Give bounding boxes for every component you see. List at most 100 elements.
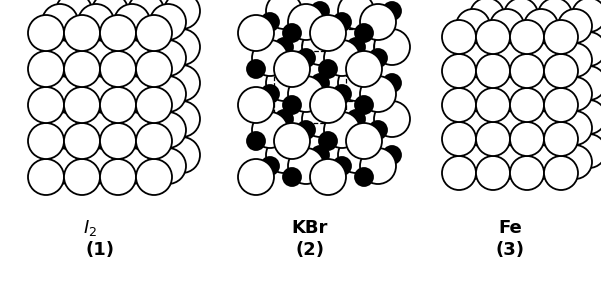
Circle shape	[442, 54, 476, 88]
Circle shape	[136, 87, 172, 123]
Circle shape	[544, 54, 578, 88]
Circle shape	[558, 9, 592, 43]
Circle shape	[456, 9, 490, 43]
Circle shape	[510, 54, 544, 88]
Circle shape	[544, 88, 578, 122]
Circle shape	[510, 122, 544, 156]
Circle shape	[114, 112, 150, 148]
Circle shape	[470, 134, 504, 168]
Circle shape	[150, 76, 186, 112]
Circle shape	[333, 13, 351, 31]
Circle shape	[64, 123, 100, 159]
Circle shape	[456, 77, 490, 111]
Circle shape	[247, 60, 265, 78]
Circle shape	[490, 43, 524, 77]
Circle shape	[28, 159, 64, 195]
Text: KBr: KBr	[292, 219, 328, 237]
Circle shape	[355, 168, 373, 186]
Circle shape	[490, 77, 524, 111]
Circle shape	[64, 159, 100, 195]
Circle shape	[558, 111, 592, 145]
Circle shape	[56, 29, 92, 65]
Circle shape	[100, 159, 136, 195]
Circle shape	[128, 101, 164, 137]
Text: (2): (2)	[296, 241, 325, 259]
Circle shape	[128, 0, 164, 29]
Circle shape	[333, 85, 351, 103]
Circle shape	[538, 134, 572, 168]
Circle shape	[283, 168, 301, 186]
Circle shape	[28, 123, 64, 159]
Circle shape	[383, 2, 401, 20]
Circle shape	[64, 51, 100, 87]
Circle shape	[442, 156, 476, 190]
Text: $I_2$: $I_2$	[83, 218, 97, 238]
Circle shape	[338, 137, 374, 173]
Circle shape	[310, 159, 346, 195]
Circle shape	[288, 4, 324, 40]
Circle shape	[476, 88, 510, 122]
Circle shape	[490, 145, 524, 179]
Circle shape	[150, 148, 186, 184]
Circle shape	[544, 122, 578, 156]
Circle shape	[346, 51, 382, 87]
Circle shape	[42, 4, 78, 40]
Circle shape	[360, 148, 396, 184]
Circle shape	[136, 123, 172, 159]
Text: (1): (1)	[85, 241, 115, 259]
Circle shape	[136, 51, 172, 87]
Circle shape	[100, 123, 136, 159]
Circle shape	[150, 40, 186, 76]
Circle shape	[319, 132, 337, 150]
Circle shape	[274, 123, 310, 159]
Bar	[476, 54, 544, 122]
Circle shape	[78, 148, 114, 184]
Circle shape	[504, 32, 538, 66]
Circle shape	[114, 4, 150, 40]
Circle shape	[504, 66, 538, 100]
Circle shape	[476, 20, 510, 54]
Circle shape	[538, 0, 572, 32]
Circle shape	[470, 32, 504, 66]
Circle shape	[544, 20, 578, 54]
Circle shape	[538, 100, 572, 134]
Circle shape	[311, 146, 329, 164]
Circle shape	[456, 43, 490, 77]
Circle shape	[470, 66, 504, 100]
Circle shape	[490, 9, 524, 43]
Circle shape	[456, 111, 490, 145]
Circle shape	[64, 15, 100, 51]
Circle shape	[28, 51, 64, 87]
Circle shape	[311, 74, 329, 92]
Circle shape	[100, 15, 136, 51]
Circle shape	[266, 0, 302, 29]
Circle shape	[524, 145, 558, 179]
Circle shape	[275, 110, 293, 128]
Circle shape	[374, 29, 410, 65]
Circle shape	[572, 134, 601, 168]
Circle shape	[42, 112, 78, 148]
Circle shape	[164, 101, 200, 137]
Circle shape	[504, 0, 538, 32]
Circle shape	[510, 20, 544, 54]
Circle shape	[164, 137, 200, 173]
Circle shape	[347, 38, 365, 56]
Circle shape	[338, 65, 374, 101]
Circle shape	[238, 15, 274, 51]
Circle shape	[470, 100, 504, 134]
Circle shape	[524, 43, 558, 77]
Circle shape	[360, 76, 396, 112]
Circle shape	[136, 15, 172, 51]
Circle shape	[311, 2, 329, 20]
Circle shape	[164, 0, 200, 29]
Circle shape	[288, 76, 324, 112]
Circle shape	[266, 65, 302, 101]
Circle shape	[319, 60, 337, 78]
Circle shape	[252, 40, 288, 76]
Circle shape	[476, 54, 510, 88]
Circle shape	[297, 49, 315, 67]
Circle shape	[383, 146, 401, 164]
Circle shape	[347, 110, 365, 128]
Circle shape	[524, 111, 558, 145]
Circle shape	[92, 137, 128, 173]
